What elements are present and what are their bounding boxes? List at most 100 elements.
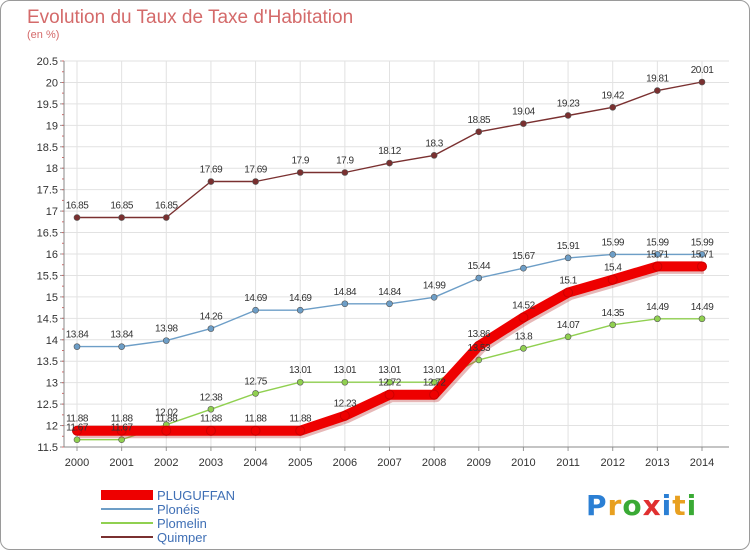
- x-tick-label: 2004: [243, 457, 267, 469]
- data-label: 14.99: [423, 280, 446, 291]
- data-label: 11.88: [245, 414, 268, 425]
- data-point: [430, 378, 438, 386]
- data-label: 11.67: [111, 423, 134, 434]
- data-point: [161, 425, 172, 436]
- data-label: 18.85: [468, 115, 491, 126]
- data-label: 13.84: [110, 330, 133, 341]
- data-label: 13.01: [289, 365, 312, 376]
- legend-label: Plomelin: [157, 516, 207, 531]
- data-label: 14.35: [601, 308, 624, 319]
- data-point: [341, 169, 349, 176]
- data-label: 19.23: [557, 98, 580, 109]
- data-label: 15.99: [601, 237, 624, 248]
- data-label: 13.84: [66, 330, 89, 341]
- data-point: [564, 112, 572, 119]
- y-tick-label: 13.5: [37, 356, 58, 368]
- data-point: [563, 287, 574, 298]
- data-point: [386, 300, 393, 308]
- data-point: [564, 333, 572, 341]
- data-point: [654, 251, 661, 258]
- data-label: 12.23: [334, 399, 357, 410]
- logo-letter: i: [686, 489, 698, 522]
- data-point: [475, 356, 483, 364]
- data-label: 14.84: [378, 287, 401, 298]
- legend-label: Plonéis: [157, 502, 200, 517]
- data-label: 15.4: [604, 263, 622, 274]
- data-point: [118, 214, 125, 221]
- data-label: 14.49: [646, 302, 669, 313]
- data-point: [652, 261, 663, 272]
- data-point: [520, 264, 527, 272]
- data-point: [609, 321, 617, 329]
- logo-letter: r: [607, 489, 623, 522]
- data-label: 13.01: [423, 365, 446, 376]
- data-point: [654, 87, 661, 94]
- y-tick-label: 17: [46, 206, 58, 218]
- data-point: [430, 294, 438, 301]
- data-label: 15.71: [691, 249, 714, 260]
- data-point: [73, 436, 81, 444]
- data-label: 15.1: [559, 276, 577, 287]
- chart-title: Evolution du Taux de Taxe d'Habitation: [27, 7, 354, 28]
- y-tick-label: 18: [46, 163, 58, 175]
- logo-letter: t: [672, 489, 687, 522]
- data-point: [296, 306, 304, 314]
- x-tick-label: 2014: [690, 457, 714, 469]
- x-tick-label: 2009: [467, 457, 491, 469]
- data-point: [520, 120, 527, 127]
- x-tick-label: 2006: [333, 457, 357, 469]
- data-point: [296, 169, 304, 176]
- y-tick-label: 15: [46, 292, 58, 304]
- y-tick-label: 18.5: [37, 142, 58, 154]
- data-label: 12.38: [200, 392, 223, 403]
- data-label: 15.44: [468, 261, 491, 272]
- x-tick-label: 2003: [199, 457, 223, 469]
- y-tick-label: 13: [46, 378, 58, 390]
- data-point: [475, 274, 483, 282]
- data-label: 14.52: [512, 300, 535, 311]
- data-label: 11.88: [111, 414, 134, 425]
- data-point: [72, 425, 82, 436]
- data-point: [341, 378, 349, 386]
- logo-letter: P: [586, 489, 608, 522]
- data-point: [73, 343, 81, 350]
- x-tick-label: 2007: [377, 457, 401, 469]
- data-point: [205, 425, 216, 436]
- data-point: [250, 425, 261, 436]
- data-label: 16.85: [110, 201, 133, 212]
- data-label: 17.69: [244, 165, 267, 176]
- data-point: [386, 378, 393, 386]
- y-tick-label: 17.5: [37, 185, 58, 197]
- legend-label: Quimper: [157, 530, 208, 545]
- y-tick-label: 14: [46, 335, 58, 347]
- data-label: 15.71: [646, 249, 669, 260]
- data-label: 17.9: [291, 156, 309, 167]
- data-label: 11.88: [200, 414, 223, 425]
- x-tick-label: 2005: [288, 457, 312, 469]
- data-label: 14.84: [334, 287, 357, 298]
- logo-letter: o: [622, 489, 643, 522]
- data-label: 13.98: [155, 324, 178, 335]
- data-label: 17.9: [336, 156, 354, 167]
- data-point: [162, 337, 170, 344]
- data-point: [207, 325, 215, 332]
- data-point: [252, 178, 259, 185]
- y-tick-label: 16: [46, 249, 58, 261]
- data-label: 12.72: [423, 378, 446, 389]
- data-label: 13.8: [515, 331, 533, 342]
- data-label: 11.88: [155, 414, 178, 425]
- y-tick-label: 19.5: [37, 99, 58, 111]
- data-point: [386, 159, 393, 167]
- data-label: 15.91: [557, 241, 580, 252]
- data-label: 14.69: [244, 293, 267, 304]
- x-tick-label: 2012: [600, 457, 624, 469]
- data-point: [118, 436, 125, 444]
- data-point: [518, 312, 529, 323]
- data-point: [609, 104, 617, 111]
- y-tick-label: 11.5: [37, 442, 58, 454]
- data-point: [698, 78, 706, 86]
- logo-letter: x: [642, 489, 662, 522]
- data-point: [116, 425, 127, 436]
- proxiti-logo: Proxiti: [586, 489, 697, 522]
- y-tick-label: 20: [46, 77, 58, 89]
